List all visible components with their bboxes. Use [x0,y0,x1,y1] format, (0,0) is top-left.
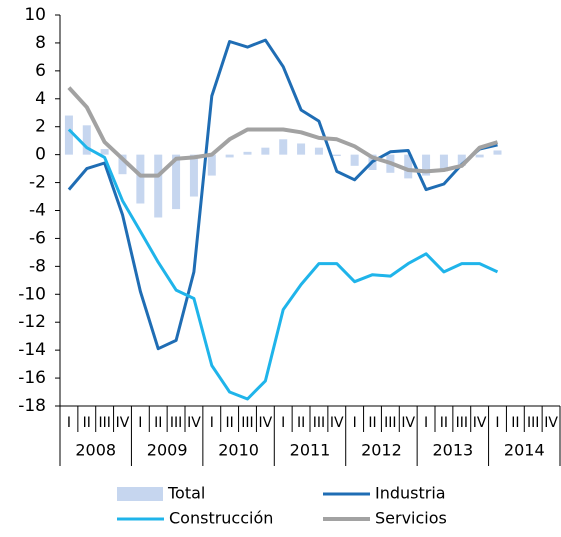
bar [493,150,502,155]
x-tick-label: I [138,415,142,431]
x-tick-label: IV [258,415,272,431]
bar [136,154,145,204]
y-tick-label: -16 [18,368,46,388]
x-tick-label: I [495,415,499,431]
x-tick-label: III [456,415,468,431]
bar [207,154,216,176]
year-label: 2010 [218,441,259,460]
bar [457,154,466,166]
bar [82,125,91,155]
x-tick-label: I [353,415,357,431]
y-tick-label: -12 [18,312,46,332]
x-tick-label: IV [473,415,487,431]
y-tick-label: -2 [29,173,46,193]
year-label: 2008 [75,441,116,460]
bar [172,154,181,210]
line [67,38,498,351]
bar [118,154,127,175]
legend-label: Total [167,484,205,503]
bar [154,154,163,218]
legend-label: Servicios [375,509,447,528]
legend-label: Industria [375,484,446,503]
x-tick-label: III [527,415,539,431]
year-label: 2013 [432,441,473,460]
bar [332,154,341,157]
bar [314,147,323,155]
x-tick-label: III [313,415,325,431]
x-tick-label: I [281,415,285,431]
y-tick-label: -8 [29,256,46,276]
bar [439,154,448,172]
bar [64,115,73,155]
year-label: 2011 [290,441,331,460]
x-tick-label: II [368,415,376,431]
x-tick-label: IV [544,415,558,431]
y-tick-label: 10 [24,5,46,25]
bar [404,154,413,179]
y-tick-label: 4 [35,89,46,109]
bar [243,151,252,155]
year-label: 2012 [361,441,402,460]
x-tick-label: I [67,415,71,431]
x-tick-label: III [384,415,396,431]
bar [225,154,234,158]
bar [189,154,198,197]
y-tick-label: -18 [18,396,46,416]
x-tick-label: III [170,415,182,431]
bar [100,149,109,155]
x-tick-label: II [511,415,519,431]
x-tick-label: II [154,415,162,431]
x-tick-label: II [440,415,448,431]
bar [297,143,306,155]
y-tick-label: 0 [35,145,46,165]
legend-label: Construcción [169,509,273,528]
y-tick-label: -10 [18,284,46,304]
x-tick-label: IV [187,415,201,431]
x-tick-label: II [226,415,234,431]
x-tick-label: III [98,415,110,431]
y-tick-label: 2 [35,117,46,137]
x-tick-label: I [210,415,214,431]
bar [279,139,288,155]
x-tick-label: III [241,415,253,431]
year-label: 2014 [504,441,545,460]
x-tick-label: IV [401,415,415,431]
bar [422,154,431,176]
y-tick-label: 6 [35,61,46,81]
year-label: 2009 [147,441,188,460]
x-tick-label: I [424,415,428,431]
y-tick-label: -6 [29,228,46,248]
line [67,86,499,178]
legend-swatch [117,487,163,501]
y-tick-label: 8 [35,33,46,53]
bar [475,154,484,158]
bar [350,154,359,166]
x-tick-label: II [297,415,305,431]
y-tick-label: -4 [29,201,46,221]
bar [261,147,270,155]
line [67,128,499,401]
x-tick-label: IV [330,415,344,431]
x-tick-label: IV [116,415,130,431]
y-tick-label: -14 [18,340,46,360]
x-tick-label: II [83,415,91,431]
